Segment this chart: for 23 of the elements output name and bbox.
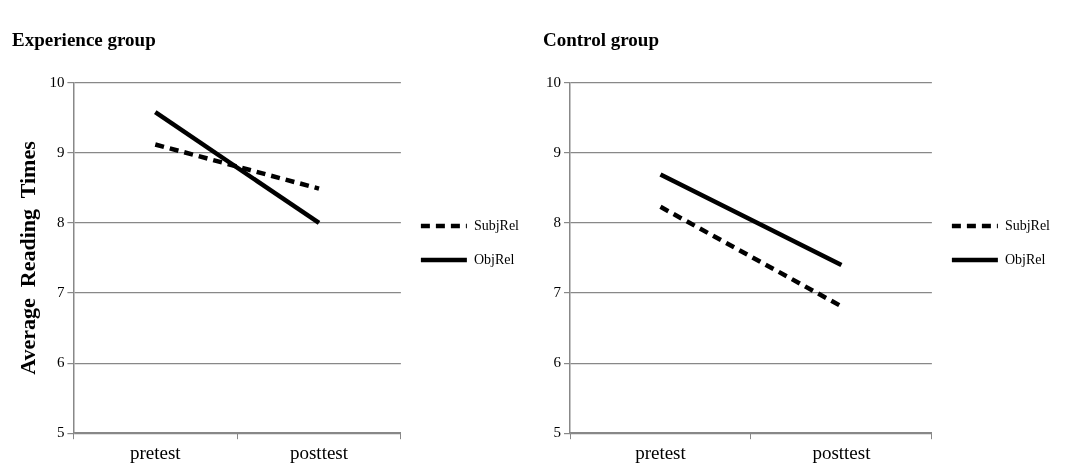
y-axis-title: Average Reading Times bbox=[14, 140, 40, 375]
y-tick-label: 7 bbox=[56, 283, 65, 300]
y-tick-label: 6 bbox=[553, 354, 562, 371]
y-tick-label: 9 bbox=[553, 143, 561, 160]
legend-label: ObjRel bbox=[1004, 251, 1046, 267]
x-tick-label: pretest bbox=[129, 441, 182, 463]
y-tick-label: 10 bbox=[49, 73, 65, 90]
y-tick-label: 8 bbox=[553, 213, 561, 230]
y-tick-label: 5 bbox=[56, 424, 65, 441]
x-tick-label: posttest bbox=[812, 441, 872, 463]
y-tick-label: 9 bbox=[56, 143, 65, 160]
legend-label: ObjRel bbox=[473, 251, 515, 267]
chart-title: Control group bbox=[543, 29, 659, 51]
y-tick-label: 8 bbox=[56, 213, 65, 230]
y-tick-label: 7 bbox=[553, 283, 562, 300]
chart-title: Experience group bbox=[12, 29, 156, 51]
legend-label: SubjRel bbox=[1004, 217, 1051, 233]
x-tick-label: posttest bbox=[289, 441, 349, 463]
y-tick-label: 5 bbox=[553, 424, 561, 441]
x-tick-label: pretest bbox=[635, 441, 687, 463]
y-tick-label: 10 bbox=[546, 73, 561, 90]
legend-label: SubjRel bbox=[473, 217, 520, 233]
y-tick-label: 6 bbox=[56, 354, 65, 371]
